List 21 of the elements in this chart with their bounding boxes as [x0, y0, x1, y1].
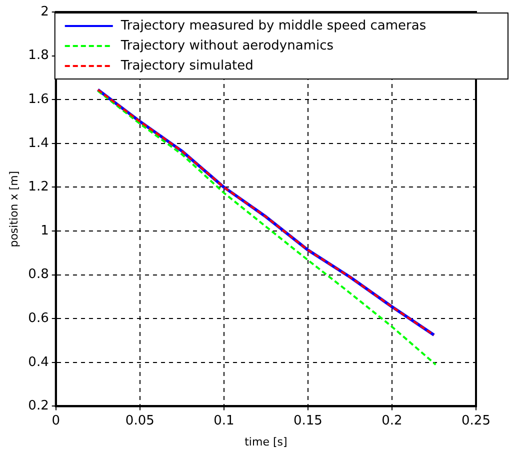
y-tick-label: 0.4 [28, 354, 49, 370]
y-tick-label: 0.6 [28, 310, 49, 326]
x-tick-label: 0.1 [214, 413, 234, 428]
x-tick-label: 0.15 [293, 413, 322, 428]
x-tick-label: 0.25 [462, 413, 490, 428]
x-tick-label: 0.05 [125, 413, 154, 428]
legend-label: Trajectory measured by middle speed cameras [120, 18, 426, 34]
legend-label: Trajectory without aerodynamics [120, 38, 334, 54]
y-tick-label: 1.2 [28, 180, 49, 195]
x-tick-label: 0 [52, 413, 60, 428]
y-tick-label: 2 [40, 4, 49, 20]
y-axis-title: position x [m] [7, 170, 20, 248]
x-axis-title: time [s] [244, 435, 288, 448]
y-tick-label: 1 [40, 223, 49, 238]
x-tick-label: 0.2 [382, 413, 402, 428]
y-tick-label: 0.8 [28, 267, 49, 282]
legend-label: Trajectory simulated [120, 58, 254, 74]
y-tick-label: 1.8 [28, 48, 49, 64]
y-tick-label: 0.2 [28, 398, 49, 414]
y-tick-label: 1.4 [28, 136, 49, 151]
y-tick-label: 1.6 [28, 92, 49, 107]
